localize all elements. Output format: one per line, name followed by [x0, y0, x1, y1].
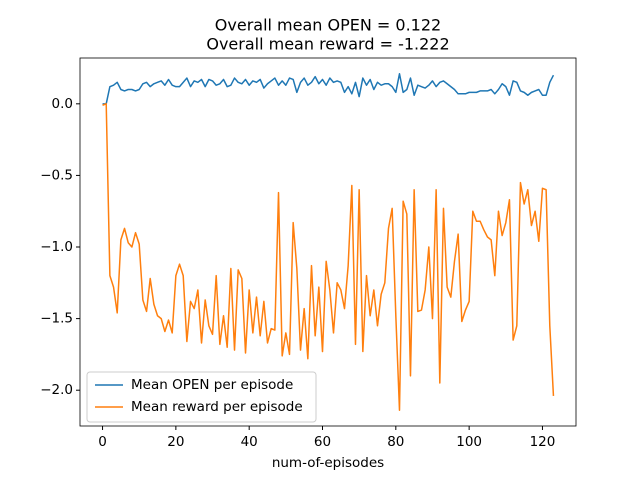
x-tick-label: 40 [241, 434, 258, 450]
y-tick-label: −2.0 [40, 382, 73, 398]
x-tick-label: 100 [456, 434, 482, 450]
plot-frame [79, 57, 577, 427]
legend-label: Mean OPEN per episode [131, 377, 293, 393]
legend-box [86, 371, 317, 423]
x-tick-label: 80 [387, 434, 404, 450]
x-tick-label: 0 [98, 434, 107, 450]
y-tick-label: −0.5 [40, 167, 73, 183]
y-tick-label: 0.0 [52, 96, 73, 112]
x-tick-label: 120 [530, 434, 556, 450]
chart-subtitle: Overall mean reward = -1.222 [206, 35, 449, 54]
data-line [102, 103, 555, 411]
y-tick-label: −1.0 [40, 239, 73, 255]
legend-label: Mean reward per episode [131, 399, 303, 415]
chart-title: Overall mean OPEN = 0.122 [215, 16, 441, 35]
data-line [102, 73, 555, 105]
x-axis-label: num-of-episodes [272, 455, 384, 471]
x-tick-label: 20 [167, 434, 184, 450]
x-tick-label: 60 [314, 434, 331, 450]
y-tick-label: −1.5 [40, 311, 73, 327]
